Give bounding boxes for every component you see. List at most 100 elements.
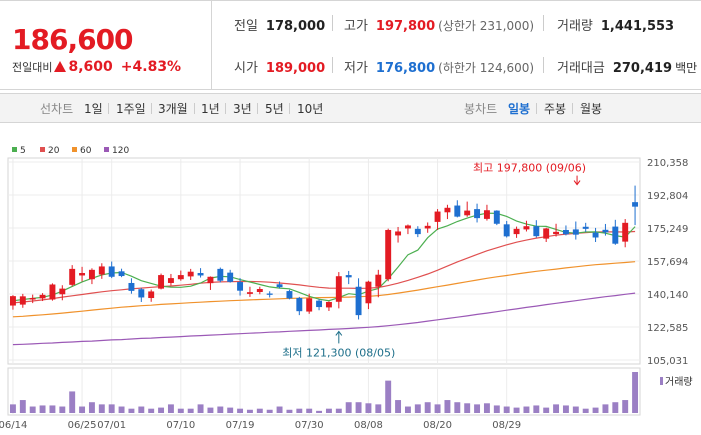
- candle-body: [88, 269, 95, 280]
- candle-body: [474, 209, 481, 219]
- candle-body: [355, 286, 362, 316]
- tab-5y[interactable]: 5년: [265, 102, 284, 116]
- high-price: 고가 197,800 (상한가 231,000): [344, 15, 534, 34]
- volume-bar: [266, 409, 273, 413]
- tab-3y[interactable]: 3년: [233, 102, 252, 116]
- volume-bar: [207, 407, 214, 413]
- tab-monthly[interactable]: 월봉: [580, 102, 603, 116]
- candle-body: [237, 282, 244, 291]
- price-change: 전일대비 8,600 +4.83%: [12, 59, 181, 75]
- volume-bar: [454, 402, 461, 413]
- low-value: 176,800: [375, 61, 436, 76]
- prev-close: 전일 178,000: [234, 15, 325, 34]
- high-value: 197,800: [375, 19, 436, 34]
- candle-body: [434, 211, 441, 222]
- candle-body: [148, 291, 155, 299]
- tab-10y[interactable]: 10년: [297, 102, 324, 116]
- candle-body: [404, 225, 411, 229]
- divider: [225, 103, 226, 114]
- candle-body: [276, 284, 283, 288]
- volume-bar: [286, 409, 293, 413]
- volume-bar: [19, 400, 26, 413]
- candle-body: [395, 231, 402, 236]
- tab-3m[interactable]: 3개월: [158, 102, 188, 116]
- open-value: 189,000: [265, 61, 326, 76]
- volume-bar: [138, 406, 145, 413]
- volume-bar: [543, 407, 550, 413]
- candle-body: [365, 281, 372, 304]
- candle-body: [128, 282, 135, 291]
- candle-body: [187, 271, 194, 277]
- volume-bar: [523, 406, 530, 413]
- candle-body: [553, 231, 560, 235]
- candle-body: [217, 268, 224, 281]
- moving-average-lines: [12, 212, 636, 346]
- candle-body: [138, 289, 145, 298]
- volume-bar: [464, 403, 471, 413]
- volume-bar: [345, 402, 352, 413]
- volume-bar: [39, 405, 46, 413]
- volume-bar: [276, 406, 283, 413]
- candle-body: [592, 232, 599, 238]
- divider: [108, 103, 109, 114]
- volume-bar: [79, 406, 86, 413]
- candle-body: [246, 292, 253, 294]
- lower-limit: (하한가 124,600): [438, 61, 535, 75]
- tab-daily[interactable]: 일봉: [508, 102, 531, 116]
- divider: [536, 103, 537, 114]
- candle-body: [503, 224, 510, 237]
- volume-bar: [335, 408, 342, 413]
- volume-bar: [246, 409, 253, 413]
- legend-ma120: 120: [104, 146, 129, 156]
- legend-swatch: [12, 147, 17, 152]
- legend-label: 20: [48, 146, 60, 156]
- volume-bar: [167, 404, 174, 413]
- tab-1y[interactable]: 1년: [201, 102, 220, 116]
- volume-bar: [158, 407, 165, 413]
- candle-body: [464, 210, 471, 216]
- candle-body: [227, 272, 234, 282]
- candle-body: [454, 205, 461, 217]
- volume-bar: [444, 400, 451, 413]
- candle-body: [266, 293, 273, 295]
- volume-bar: [424, 402, 431, 413]
- chart-grid: [7, 157, 641, 416]
- line-chart-label: 선차트: [40, 102, 74, 116]
- candle-body: [533, 226, 540, 237]
- y-tick-label: 175,249: [647, 224, 688, 235]
- y-tick-label: 210,358: [647, 158, 688, 169]
- x-tick-label: 08/08: [354, 420, 383, 431]
- candle-body: [177, 275, 184, 280]
- candle-body: [158, 275, 165, 289]
- change-amount: 8,600: [68, 59, 113, 75]
- volume-bar: [108, 404, 115, 413]
- x-tick-label: 07/30: [295, 420, 324, 431]
- candle-body: [306, 298, 313, 312]
- x-tick-label: 07/01: [97, 420, 126, 431]
- candle-body: [424, 225, 431, 229]
- x-tick-label: 07/10: [166, 420, 195, 431]
- volume-bar: [493, 405, 500, 413]
- candle-body: [39, 294, 46, 299]
- divider: [194, 103, 195, 114]
- volume-bar: [375, 404, 382, 413]
- legend-ma60: 60: [72, 146, 91, 156]
- high-label: 고가: [344, 19, 368, 34]
- volume-bar: [434, 404, 441, 413]
- candle-body: [79, 273, 86, 276]
- price-panel-frame: [7, 157, 641, 365]
- volume-panel-frame: [7, 367, 641, 416]
- tab-1d[interactable]: 1일: [84, 102, 103, 116]
- legend-swatch: [72, 147, 77, 152]
- candle-body: [19, 296, 26, 305]
- volume-bar: [128, 408, 135, 413]
- volume-bar: [395, 400, 402, 413]
- volume-bar: [98, 404, 105, 413]
- candle-body: [632, 202, 639, 207]
- legend-swatch: [104, 147, 109, 152]
- y-tick-label: 122,585: [647, 323, 688, 334]
- prev-close-label: 전일: [234, 19, 258, 34]
- tab-1w[interactable]: 1주일: [116, 102, 146, 116]
- tab-weekly[interactable]: 주봉: [544, 102, 567, 116]
- candles: [9, 185, 639, 320]
